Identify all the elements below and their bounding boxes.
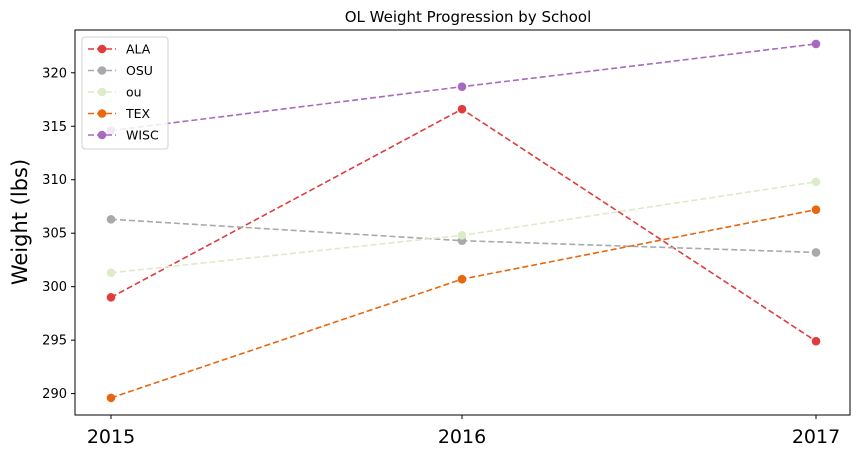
x-tick-label: 2017 <box>792 426 840 448</box>
y-tick-label: 305 <box>42 227 67 242</box>
legend-label: WISC <box>126 128 159 143</box>
y-tick-label: 300 <box>42 280 67 295</box>
x-axis: 2015 2016 2017 <box>87 415 840 448</box>
legend-swatch-marker <box>97 44 107 54</box>
data-point-wisc <box>457 82 467 91</box>
chart-title: OL Weight Progression by School <box>345 8 592 26</box>
data-point-ala <box>106 293 116 302</box>
y-axis-label: Weight (lbs) <box>8 159 32 285</box>
legend-swatch-marker <box>97 66 107 75</box>
data-point-osu <box>811 248 821 257</box>
data-point-tex <box>457 274 467 284</box>
series-layer <box>106 39 821 403</box>
legend-label: OSU <box>126 63 153 78</box>
data-point-ou <box>457 231 467 240</box>
x-tick-label: 2016 <box>438 426 486 448</box>
legend: ALA OSU ou TEX WISC <box>81 36 169 150</box>
legend-label: TEX <box>125 106 151 121</box>
series-line-ou <box>110 181 817 274</box>
y-tick-label: 315 <box>42 120 67 135</box>
y-tick-label: 295 <box>42 334 67 349</box>
legend-label: ALA <box>126 42 151 57</box>
legend-swatch-marker <box>97 130 107 140</box>
x-tick-label: 2015 <box>87 426 135 448</box>
series-line-ala <box>110 108 817 342</box>
data-point-ala <box>811 336 821 346</box>
legend-swatch-marker <box>97 87 107 97</box>
y-axis: 290 295 300 305 310 315 320 <box>42 66 75 402</box>
legend-box <box>81 36 169 150</box>
data-point-ou <box>811 177 821 187</box>
y-tick-label: 320 <box>42 66 67 81</box>
legend-swatch-marker <box>97 109 107 118</box>
data-point-ala <box>457 104 467 114</box>
legend-label: ou <box>126 85 142 100</box>
y-tick-label: 290 <box>42 387 67 402</box>
data-point-wisc <box>811 39 821 49</box>
data-point-ou <box>106 268 116 278</box>
data-point-tex <box>106 393 116 403</box>
data-point-tex <box>811 205 821 214</box>
y-tick-label: 310 <box>42 173 67 188</box>
data-point-osu <box>106 214 116 224</box>
